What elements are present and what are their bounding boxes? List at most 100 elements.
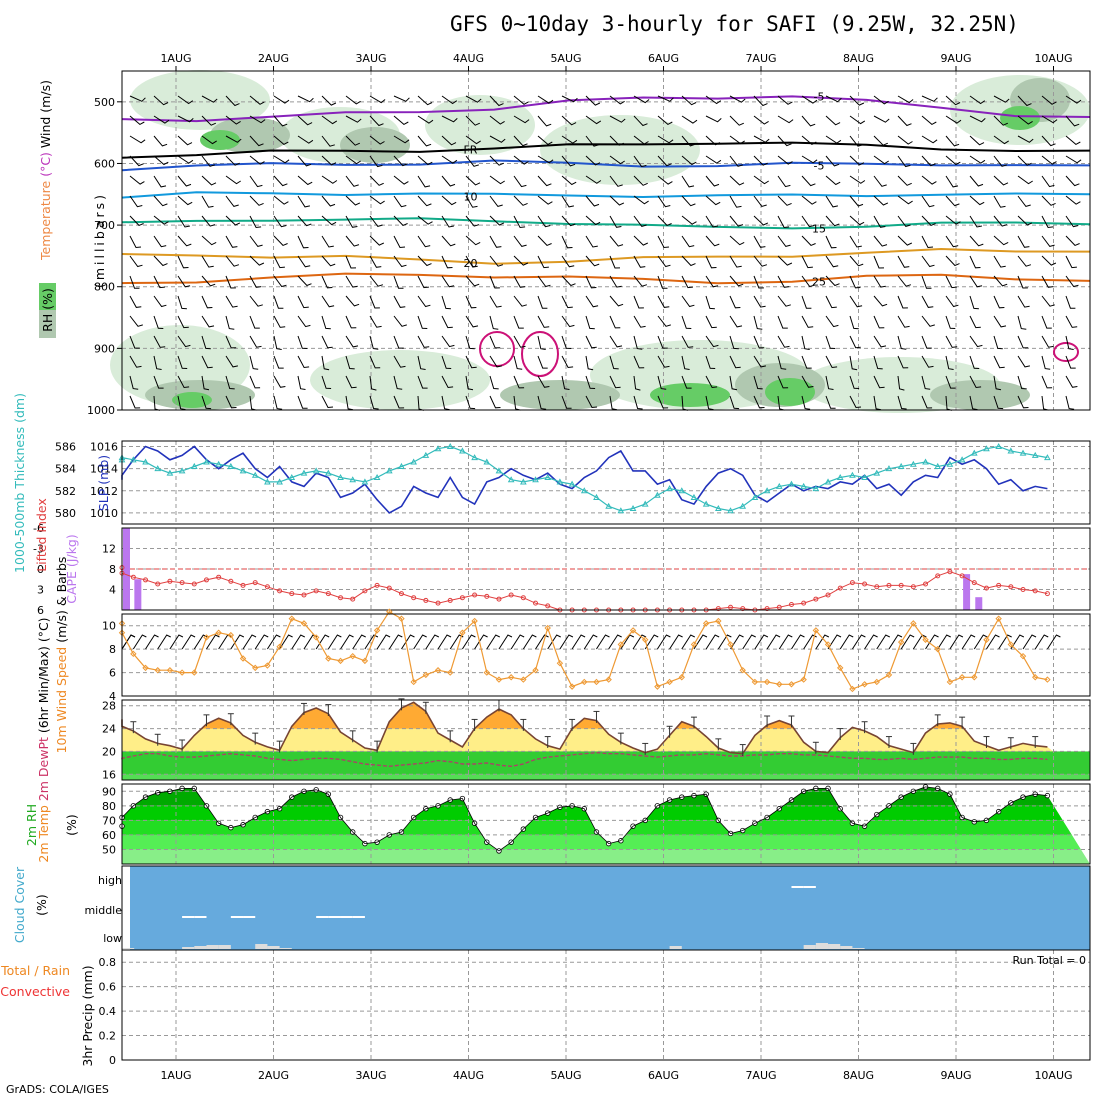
wind-barb: [633, 95, 650, 104]
wind-barb: [1041, 375, 1053, 389]
wind-barb: [585, 295, 599, 308]
wind-barb: [537, 235, 552, 246]
wind-barb: [561, 155, 576, 167]
cloud-tick-label: middle: [84, 904, 122, 917]
wind-barb: [489, 115, 505, 125]
wind-barb: [705, 275, 719, 288]
wind-barb: [729, 335, 739, 350]
wind-barb: [273, 115, 288, 127]
wind-barb: [993, 235, 1009, 246]
cloud-middle-bar: [194, 916, 207, 918]
wind-barb: [585, 115, 602, 125]
wind-barb: [513, 195, 528, 206]
wind-barb: [969, 135, 985, 146]
wind-barb: [825, 115, 841, 126]
rh-ylabel-part: 2m RH: [24, 804, 39, 846]
wind-barb: [393, 95, 410, 102]
wind-barb: [1041, 235, 1055, 247]
wind-barb: [489, 135, 506, 143]
wind-barb: [825, 215, 840, 227]
wind-barb: [585, 335, 597, 349]
wind-barb: [129, 335, 140, 349]
wind-barb: [537, 135, 553, 146]
wind-barb: [393, 255, 407, 268]
wind-barb: [177, 295, 187, 310]
wind-barb: [249, 95, 265, 105]
wind-barb: [921, 215, 936, 226]
wind-barb: [345, 355, 355, 370]
wind-barb: [657, 135, 674, 144]
wind-barb: [753, 215, 769, 226]
rh-band: [122, 849, 1090, 864]
wind-barb: [393, 155, 408, 167]
wind-barb: [297, 155, 312, 167]
wind-barb: [849, 195, 864, 207]
cloud-low-bar: [828, 944, 841, 949]
wind-barb: [585, 235, 598, 248]
wind-barb: [705, 215, 718, 228]
wind-barb: [993, 395, 1004, 410]
wind-barb-10m: [364, 634, 379, 650]
wind-barb: [921, 255, 935, 268]
wind-barb: [969, 175, 984, 187]
wind-barb: [513, 335, 526, 348]
wind-barb: [297, 275, 312, 287]
wind-tick-label: 4: [109, 690, 116, 703]
wind-barb: [681, 115, 698, 124]
wind-barb: [633, 275, 648, 287]
cape-bar: [134, 579, 142, 610]
wind-barb: [489, 155, 504, 166]
wind-barb-10m: [949, 634, 964, 650]
wind-barb: [537, 95, 554, 104]
wind-barb: [657, 315, 671, 327]
wind-barb: [225, 295, 238, 308]
wind-barb: [681, 315, 692, 329]
wind-barb-10m: [535, 634, 549, 650]
wind-barb: [609, 395, 618, 411]
wind-barb: [201, 175, 217, 186]
wind-barb: [897, 95, 914, 104]
wind-barb: [369, 275, 384, 287]
wind-barb: [969, 155, 986, 164]
wind-barb: [801, 375, 814, 388]
rh-shading: [172, 392, 212, 408]
upper-air-ylabel-part: (m/s): [38, 80, 53, 117]
wind-barb: [321, 215, 337, 226]
wind-barb: [729, 115, 744, 126]
wind-barb: [849, 295, 863, 308]
wind-barb: [249, 255, 265, 266]
li-point: [837, 585, 843, 591]
wind-barb: [849, 215, 865, 226]
wind-barb: [849, 315, 859, 330]
cloud-middle-bar: [328, 916, 341, 918]
wind-barb: [657, 375, 667, 390]
precip-tick-label: 0.6: [99, 981, 117, 994]
wind-barb: [849, 275, 861, 289]
wind-barb: [1041, 315, 1052, 329]
wind-barb: [201, 315, 215, 328]
cape-tick-label: 8: [109, 563, 116, 576]
li-point: [813, 596, 819, 602]
day-label-top: 10AUG: [1034, 52, 1072, 65]
wind-barb: [1065, 395, 1075, 410]
wind-barb: [801, 335, 810, 350]
wind-barb: [465, 155, 479, 167]
wind-barb: [273, 215, 287, 228]
wind-barb: [153, 115, 170, 124]
wind-barb-10m: [376, 634, 391, 650]
wind-barb: [489, 275, 500, 289]
day-label-top: 7AUG: [745, 52, 776, 65]
wind-barb: [969, 275, 983, 288]
wind-barb: [681, 235, 695, 248]
wind-barb: [681, 95, 697, 106]
wind-barb: [249, 195, 264, 206]
wind-barb: [1065, 135, 1081, 146]
wind-speed-point: [1032, 674, 1039, 681]
wind-barb: [633, 195, 649, 205]
wind-barb: [249, 355, 259, 370]
wind-barb: [729, 355, 741, 369]
wind-barb: [369, 355, 381, 369]
wind-tick-label: 10: [102, 620, 116, 633]
wind-barb: [513, 95, 529, 105]
wind-barb: [297, 175, 313, 186]
